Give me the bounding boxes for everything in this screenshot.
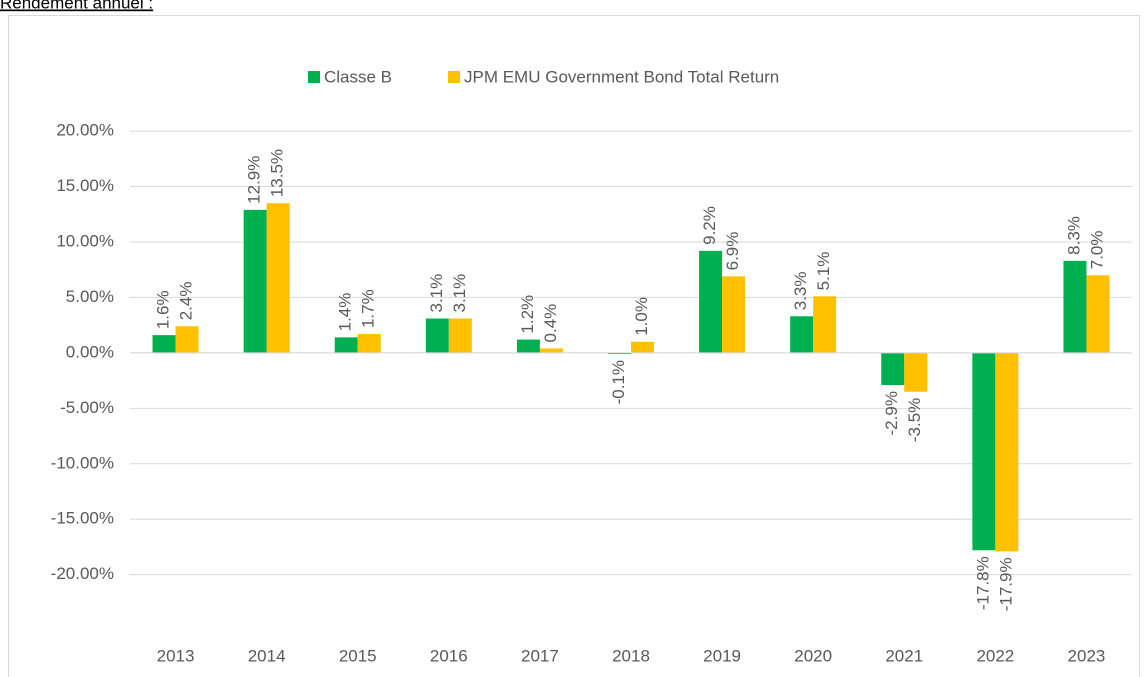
- data-label: 1.7%: [359, 289, 378, 328]
- bar: [539, 348, 563, 353]
- legend-swatch: [448, 71, 460, 83]
- bar: [448, 318, 472, 353]
- legend-swatch: [308, 71, 320, 83]
- y-tick-label: 0.00%: [66, 342, 114, 361]
- data-label: 8.3%: [1064, 216, 1083, 255]
- y-tick-label: 15.00%: [56, 176, 114, 195]
- bar: [516, 339, 540, 353]
- data-label: -17.8%: [973, 556, 992, 610]
- x-tick-label: 2023: [1068, 646, 1106, 665]
- data-label: -0.1%: [609, 360, 628, 404]
- data-label: -2.9%: [882, 391, 901, 435]
- data-label: 0.4%: [541, 304, 560, 343]
- y-tick-label: 20.00%: [56, 121, 114, 140]
- data-label: -17.9%: [996, 557, 1015, 611]
- data-label: 5.1%: [814, 252, 833, 291]
- data-label: 1.0%: [632, 297, 651, 336]
- data-label: 9.2%: [700, 206, 719, 245]
- bar: [881, 352, 905, 386]
- bar: [334, 337, 358, 353]
- x-tick-label: 2017: [521, 646, 559, 665]
- bar: [175, 326, 199, 353]
- x-tick-label: 2018: [612, 646, 650, 665]
- data-label: 3.1%: [450, 274, 469, 313]
- chart-title: Rendement annuel :: [0, 0, 153, 12]
- x-tick-label: 2013: [157, 646, 195, 665]
- legend-label: JPM EMU Government Bond Total Return: [464, 67, 779, 86]
- bar: [425, 318, 449, 353]
- bar: [904, 352, 928, 392]
- data-label: -3.5%: [905, 398, 924, 442]
- data-label: 2.4%: [177, 282, 196, 321]
- bar: [266, 203, 290, 353]
- data-label: 12.9%: [245, 156, 264, 204]
- data-label: 13.5%: [268, 149, 287, 197]
- data-label: 3.3%: [791, 272, 810, 311]
- x-tick-label: 2021: [885, 646, 923, 665]
- x-tick-label: 2015: [339, 646, 377, 665]
- bar: [699, 250, 723, 353]
- bar: [1063, 260, 1087, 353]
- data-label: 1.4%: [336, 293, 355, 332]
- y-tick-label: 10.00%: [56, 231, 114, 250]
- x-tick-label: 2019: [703, 646, 741, 665]
- bar: [1086, 275, 1110, 353]
- bar: [790, 316, 814, 353]
- data-label: 1.2%: [518, 295, 537, 334]
- bar: [995, 352, 1019, 552]
- y-tick-label: -5.00%: [60, 398, 114, 417]
- x-tick-label: 2020: [794, 646, 832, 665]
- bar: [972, 352, 996, 551]
- x-tick-label: 2022: [976, 646, 1014, 665]
- data-label: 6.9%: [723, 232, 742, 271]
- y-tick-label: -15.00%: [51, 509, 114, 528]
- x-tick-label: 2016: [430, 646, 468, 665]
- bar: [152, 335, 176, 353]
- data-label: 7.0%: [1087, 231, 1106, 270]
- bar: [608, 352, 631, 354]
- data-label: 3.1%: [427, 274, 446, 313]
- bar: [722, 276, 746, 353]
- y-tick-label: 5.00%: [66, 287, 114, 306]
- y-tick-label: -10.00%: [51, 453, 114, 472]
- data-label: 1.6%: [154, 290, 173, 329]
- bar: [357, 334, 381, 353]
- legend-label: Classe B: [324, 67, 392, 86]
- bar: [243, 209, 267, 353]
- bar: [631, 341, 654, 353]
- bar: [813, 296, 837, 353]
- x-tick-label: 2014: [248, 646, 286, 665]
- y-tick-label: -20.00%: [51, 564, 114, 583]
